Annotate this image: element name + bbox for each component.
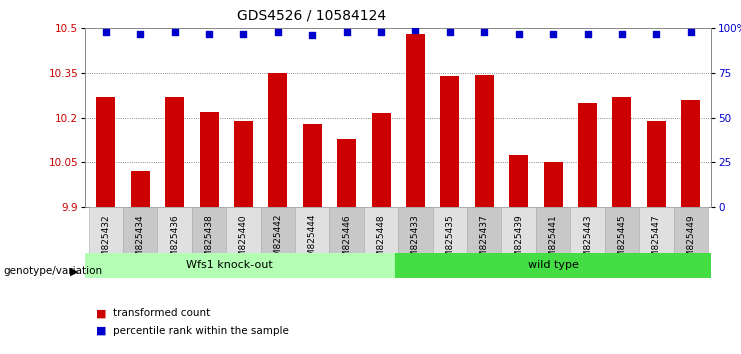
- Text: ■: ■: [96, 308, 107, 318]
- Text: ■: ■: [96, 326, 107, 336]
- Bar: [440, 76, 459, 207]
- Text: wild type: wild type: [528, 261, 579, 270]
- Bar: [433, 207, 467, 253]
- Bar: [89, 207, 123, 253]
- Point: [444, 29, 456, 35]
- Bar: [364, 207, 399, 253]
- Text: Wfs1 knock-out: Wfs1 knock-out: [186, 261, 273, 270]
- Point: [479, 29, 491, 35]
- Bar: [303, 124, 322, 207]
- Bar: [96, 97, 116, 207]
- Text: GSM825438: GSM825438: [205, 214, 213, 269]
- Bar: [544, 162, 562, 207]
- Point: [582, 31, 594, 36]
- Bar: [268, 73, 288, 207]
- Point: [272, 29, 284, 35]
- Text: GSM825437: GSM825437: [479, 214, 489, 269]
- Point: [341, 29, 353, 35]
- Bar: [123, 207, 157, 253]
- Bar: [85, 253, 395, 278]
- Text: GSM825440: GSM825440: [239, 214, 248, 269]
- Bar: [234, 121, 253, 207]
- Point: [513, 31, 525, 36]
- Text: GSM825446: GSM825446: [342, 214, 351, 269]
- Bar: [372, 113, 391, 207]
- Text: percentile rank within the sample: percentile rank within the sample: [113, 326, 288, 336]
- Text: GSM825436: GSM825436: [170, 214, 179, 269]
- Bar: [295, 207, 330, 253]
- Text: GSM825442: GSM825442: [273, 214, 282, 268]
- Bar: [157, 207, 192, 253]
- Bar: [330, 207, 364, 253]
- Point: [238, 31, 250, 36]
- Bar: [571, 207, 605, 253]
- Text: GSM825449: GSM825449: [686, 214, 695, 269]
- Text: GSM825434: GSM825434: [136, 214, 144, 269]
- Text: GSM825435: GSM825435: [445, 214, 454, 269]
- Point: [410, 27, 422, 33]
- Bar: [578, 103, 597, 207]
- Bar: [475, 74, 494, 207]
- Point: [616, 31, 628, 36]
- Point: [685, 29, 697, 35]
- Bar: [226, 207, 261, 253]
- Bar: [131, 171, 150, 207]
- Bar: [536, 207, 571, 253]
- Bar: [613, 97, 631, 207]
- Bar: [681, 100, 700, 207]
- Bar: [165, 97, 184, 207]
- Point: [375, 29, 387, 35]
- Text: GSM825448: GSM825448: [376, 214, 385, 269]
- Text: GSM825443: GSM825443: [583, 214, 592, 269]
- Text: transformed count: transformed count: [113, 308, 210, 318]
- Point: [203, 31, 215, 36]
- Point: [169, 29, 181, 35]
- Point: [651, 31, 662, 36]
- Bar: [605, 207, 639, 253]
- Text: GSM825445: GSM825445: [617, 214, 626, 269]
- Bar: [399, 207, 433, 253]
- Point: [547, 31, 559, 36]
- Bar: [406, 34, 425, 207]
- Bar: [192, 207, 226, 253]
- Point: [134, 31, 146, 36]
- Text: genotype/variation: genotype/variation: [4, 266, 103, 276]
- Bar: [199, 112, 219, 207]
- Bar: [647, 121, 665, 207]
- Bar: [337, 138, 356, 207]
- Bar: [674, 207, 708, 253]
- Point: [306, 33, 318, 38]
- Text: GSM825441: GSM825441: [548, 214, 558, 269]
- Bar: [261, 207, 295, 253]
- Bar: [395, 253, 732, 278]
- Text: GDS4526 / 10584124: GDS4526 / 10584124: [236, 9, 386, 23]
- Bar: [639, 207, 674, 253]
- Bar: [467, 207, 502, 253]
- Bar: [509, 155, 528, 207]
- Point: [100, 29, 112, 35]
- Bar: [502, 207, 536, 253]
- Text: GSM825432: GSM825432: [102, 214, 110, 269]
- Text: GSM825433: GSM825433: [411, 214, 420, 269]
- Text: GSM825439: GSM825439: [514, 214, 523, 269]
- Text: ▶: ▶: [70, 267, 79, 277]
- Text: GSM825444: GSM825444: [308, 214, 317, 268]
- Text: GSM825447: GSM825447: [652, 214, 661, 269]
